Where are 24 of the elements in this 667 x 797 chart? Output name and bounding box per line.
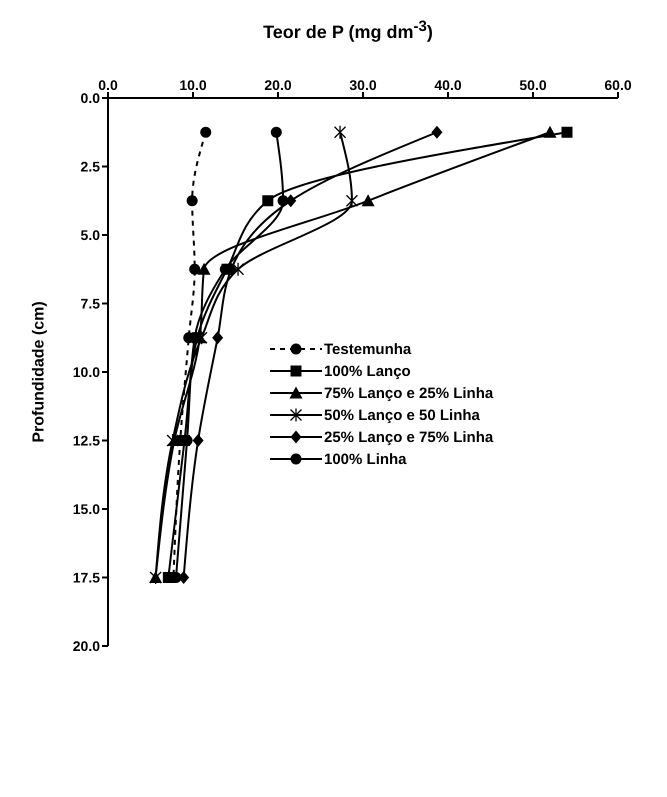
y-tick-label: 0.0: [80, 90, 100, 106]
y-tick-label: 5.0: [80, 226, 100, 243]
x-tick-label: 0.0: [98, 77, 118, 93]
legend-label: 25% Lanço e 75% Linha: [324, 428, 494, 446]
y-tick-label: 12.5: [72, 432, 100, 448]
x-tick-label: 10.0: [179, 77, 207, 93]
legend-label: Testemunha: [324, 340, 412, 358]
x-tick-label: 20.0: [264, 77, 292, 93]
y-tick-label: 15.0: [72, 500, 100, 517]
y-tick-label: 7.5: [80, 295, 100, 312]
legend-label: 100% Linha: [324, 450, 407, 468]
legend-label: 100% Lanço: [324, 362, 411, 380]
x-tick-label: 60.0: [604, 77, 632, 93]
y-tick-label: 17.5: [72, 569, 100, 586]
legend-label: 50% Lanço e 50 Linha: [324, 406, 480, 424]
x-tick-label: 40.0: [434, 77, 462, 93]
y-tick-label: 20.0: [72, 638, 100, 654]
legend-label: 75% Lanço e 25% Linha: [324, 384, 494, 402]
y-tick-label: 2.5: [80, 158, 100, 174]
y-axis-title: Profundidade (cm): [30, 301, 48, 443]
x-tick-label: 30.0: [349, 77, 377, 93]
x-axis-title: Teor de P (mg dm$^{-3}$): [262, 18, 434, 43]
x-tick-label: 50.0: [519, 77, 547, 93]
y-tick-label: 10.0: [72, 364, 100, 380]
